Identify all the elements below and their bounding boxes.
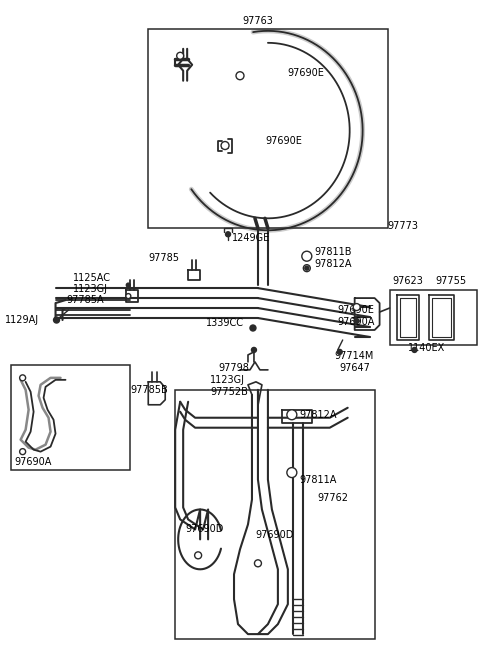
Circle shape [126,283,130,287]
Text: 97690E: 97690E [288,67,325,78]
Circle shape [337,349,342,354]
Circle shape [302,252,312,261]
Text: 1125AC: 1125AC [72,273,110,283]
Text: 97763: 97763 [242,16,274,26]
Text: 1249GE: 1249GE [232,233,270,243]
Text: 97785: 97785 [148,253,179,263]
Text: 1339CC: 1339CC [206,318,244,328]
Text: 97812A: 97812A [315,259,352,269]
Text: 97812A: 97812A [300,410,337,420]
Circle shape [303,265,310,272]
Bar [175,390,374,639]
Text: 97762: 97762 [318,493,349,502]
Text: 97714M: 97714M [335,351,374,361]
Text: 97690A: 97690A [15,457,52,466]
Text: 97690D: 97690D [185,525,224,534]
Circle shape [254,560,262,567]
Text: 97647: 97647 [340,363,371,373]
Circle shape [236,72,244,80]
Circle shape [305,266,309,270]
Circle shape [287,468,297,477]
Text: 1140EX: 1140EX [408,343,445,353]
Text: 97752B: 97752B [210,387,248,397]
Text: 97690E: 97690E [265,136,302,145]
Circle shape [226,232,230,236]
Circle shape [250,325,256,331]
Text: 97773: 97773 [387,221,419,231]
Bar [148,29,387,229]
Text: 97785B: 97785B [130,385,168,395]
Circle shape [194,552,202,559]
Circle shape [412,347,417,352]
Text: 97690D: 97690D [255,531,293,540]
Text: 97755: 97755 [435,276,467,286]
Text: 1123GJ: 1123GJ [72,284,108,294]
Text: 97798: 97798 [218,363,249,373]
Circle shape [287,410,297,420]
Text: 1129AJ: 1129AJ [5,315,39,325]
Circle shape [252,347,256,352]
Text: 97785A: 97785A [67,295,104,305]
Circle shape [353,303,360,310]
Text: 97690E: 97690E [338,305,374,315]
Text: 97811B: 97811B [315,247,352,257]
Text: 97690A: 97690A [338,317,375,327]
Bar [11,365,130,470]
Bar [390,290,477,345]
Circle shape [54,317,60,323]
Circle shape [20,449,25,455]
Circle shape [221,141,229,149]
Text: 97623: 97623 [393,276,423,286]
Circle shape [20,375,25,381]
Circle shape [354,318,359,324]
Circle shape [177,52,184,60]
Text: 97811A: 97811A [300,475,337,485]
Text: 1123GJ: 1123GJ [210,375,245,385]
Circle shape [126,293,131,299]
